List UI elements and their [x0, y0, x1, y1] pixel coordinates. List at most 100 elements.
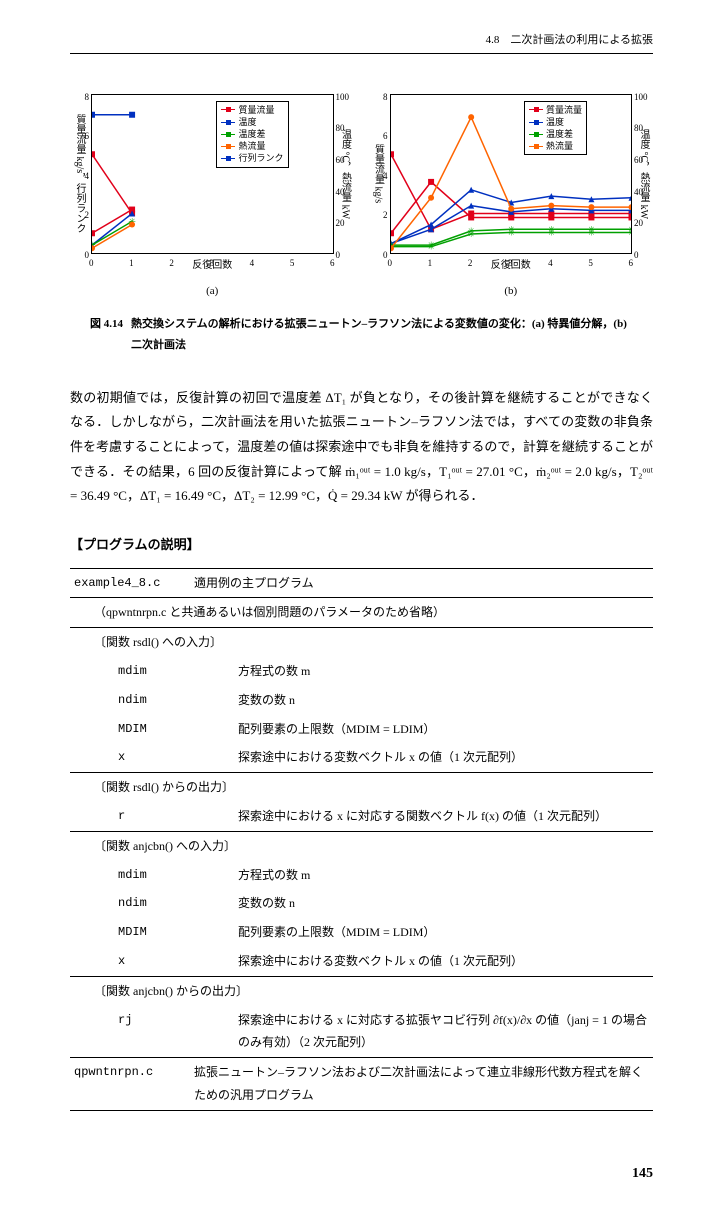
- table-row: 〔関数 rsdl() への入力〕: [70, 627, 653, 657]
- ytick-right: 80: [336, 120, 345, 137]
- figure-row: 質量流量 kg/s，行列ランク ✳✳0246802040608010001234…: [70, 94, 653, 302]
- svg-text:✳: ✳: [627, 227, 631, 237]
- table-row: mdim方程式の数 m: [70, 861, 653, 890]
- ytick-right: 40: [336, 184, 345, 201]
- svg-text:✳: ✳: [427, 242, 435, 252]
- program-desc: （qpwntnrpn.c と共通あるいは個別問題のパラメータのため省略）: [94, 601, 649, 624]
- legend-item: 熱流量: [221, 140, 283, 152]
- ytick-left: 2: [383, 207, 388, 224]
- ytick-right: 80: [634, 120, 643, 137]
- table-row: MDIM配列要素の上限数（MDIM = LDIM）: [70, 715, 653, 744]
- program-desc: 〔関数 anjcbn() からの出力〕: [94, 980, 649, 1003]
- figure-caption-text: 熱交換システムの解析における拡張ニュートン–ラフソン法による変数値の変化：(a)…: [131, 314, 633, 356]
- ytick-left: 4: [383, 168, 388, 185]
- xtick: 5: [290, 255, 295, 272]
- xtick: 4: [548, 255, 553, 272]
- chart-a-sublabel: (a): [70, 281, 355, 302]
- legend-item: 温度: [529, 116, 582, 128]
- program-desc: 適用例の主プログラム: [194, 572, 649, 595]
- ytick-right: 0: [634, 247, 639, 264]
- svg-text:✳: ✳: [547, 227, 555, 237]
- ytick-right: 100: [634, 89, 648, 106]
- table-row: qpwntnrpn.c拡張ニュートン–ラフソン法および二次計画法によって連立非線…: [70, 1057, 653, 1110]
- table-row: example4_8.c適用例の主プログラム: [70, 569, 653, 598]
- program-desc: 変数の数 n: [238, 892, 649, 915]
- table-row: r探索途中における x に対応する関数ベクトル f(x) の値（1 次元配列）: [70, 802, 653, 831]
- program-name: example4_8.c: [74, 572, 194, 595]
- program-desc: 配列要素の上限数（MDIM = LDIM）: [238, 718, 649, 741]
- svg-text:✳: ✳: [507, 227, 515, 237]
- program-desc: 拡張ニュートン–ラフソン法および二次計画法によって連立非線形代数方程式を解くため…: [194, 1061, 649, 1107]
- table-row: MDIM配列要素の上限数（MDIM = LDIM）: [70, 918, 653, 947]
- ytick-left: 6: [383, 128, 388, 145]
- ytick-left: 6: [85, 128, 90, 145]
- legend: 質量流量温度温度差熱流量: [524, 101, 587, 156]
- chart-b-sublabel: (b): [369, 281, 654, 302]
- program-name: ndim: [118, 892, 238, 915]
- ytick-right: 0: [336, 247, 341, 264]
- ytick-right: 100: [336, 89, 350, 106]
- program-name: x: [118, 950, 238, 973]
- program-desc: 〔関数 anjcbn() への入力〕: [94, 835, 649, 858]
- ytick-right: 60: [336, 152, 345, 169]
- svg-text:✳: ✳: [587, 227, 595, 237]
- ytick-right: 40: [634, 184, 643, 201]
- ytick-left: 8: [383, 89, 388, 106]
- table-row: 〔関数 rsdl() からの出力〕: [70, 772, 653, 802]
- legend-item: 行列ランク: [221, 152, 283, 164]
- table-row: ndim変数の数 n: [70, 686, 653, 715]
- program-name: x: [118, 746, 238, 769]
- program-name: rj: [118, 1009, 238, 1055]
- ytick-left: 2: [85, 207, 90, 224]
- page-header: 4.8 二次計画法の利用による拡張: [70, 30, 653, 54]
- table-row: x探索途中における変数ベクトル x の値（1 次元配列）: [70, 947, 653, 976]
- page-number: 145: [70, 1161, 653, 1188]
- ytick-right: 60: [634, 152, 643, 169]
- program-name: mdim: [118, 864, 238, 887]
- table-row: 〔関数 anjcbn() への入力〕: [70, 831, 653, 861]
- program-desc: 配列要素の上限数（MDIM = LDIM）: [238, 921, 649, 944]
- table-row: ndim変数の数 n: [70, 889, 653, 918]
- program-name: mdim: [118, 660, 238, 683]
- table-row: x探索途中における変数ベクトル x の値（1 次元配列）: [70, 743, 653, 772]
- chart-a-plot: ✳✳024680204060801000123456質量流量温度温度差熱流量行列…: [91, 94, 334, 254]
- legend-item: 質量流量: [221, 104, 283, 116]
- xtick: 5: [588, 255, 593, 272]
- program-name: ndim: [118, 689, 238, 712]
- ytick-left: 4: [85, 168, 90, 185]
- xtick: 6: [629, 255, 634, 272]
- legend-item: 温度差: [221, 128, 283, 140]
- program-heading: 【プログラムの説明】: [70, 533, 653, 558]
- body-paragraph: 数の初期値では，反復計算の初回で温度差 ΔT₁ が負となり，その後計算を継続する…: [70, 386, 653, 509]
- xtick: 0: [388, 255, 393, 272]
- legend-item: 温度: [221, 116, 283, 128]
- program-name: MDIM: [118, 718, 238, 741]
- legend-item: 温度差: [529, 128, 582, 140]
- table-row: rj探索途中における x に対応する拡張ヤコビ行列 ∂f(x)/∂x の値（ja…: [70, 1006, 653, 1058]
- program-name: r: [118, 805, 238, 828]
- xtick: 1: [129, 255, 134, 272]
- table-row: mdim方程式の数 m: [70, 657, 653, 686]
- xtick: 0: [89, 255, 94, 272]
- chart-b-plot: ✳✳✳✳✳✳✳✳✳✳✳✳✳✳024680204060801000123456質量…: [390, 94, 633, 254]
- xtick: 1: [428, 255, 433, 272]
- program-desc: 探索途中における変数ベクトル x の値（1 次元配列）: [238, 746, 649, 769]
- xtick: 2: [169, 255, 174, 272]
- figure-caption: 図 4.14 熱交換システムの解析における拡張ニュートン–ラフソン法による変数値…: [90, 314, 633, 356]
- program-name: qpwntnrpn.c: [74, 1061, 194, 1107]
- legend-item: 質量流量: [529, 104, 582, 116]
- ytick-left: 8: [85, 89, 90, 106]
- svg-text:✳: ✳: [467, 229, 475, 239]
- xtick: 6: [330, 255, 335, 272]
- program-desc: 探索途中における変数ベクトル x の値（1 次元配列）: [238, 950, 649, 973]
- figure-b: 質量流量 kg/s ✳✳✳✳✳✳✳✳✳✳✳✳✳✳0246802040608010…: [369, 94, 654, 302]
- legend-item: 熱流量: [529, 140, 582, 152]
- ytick-right: 20: [336, 215, 345, 232]
- figure-caption-number: 図 4.14: [90, 314, 123, 356]
- program-table: example4_8.c適用例の主プログラム （qpwntnrpn.c と共通ある…: [70, 568, 653, 1111]
- program-desc: 〔関数 rsdl() への入力〕: [94, 631, 649, 654]
- figure-a: 質量流量 kg/s，行列ランク ✳✳0246802040608010001234…: [70, 94, 355, 302]
- xtick: 3: [210, 255, 215, 272]
- program-desc: 〔関数 rsdl() からの出力〕: [94, 776, 649, 799]
- program-name: MDIM: [118, 921, 238, 944]
